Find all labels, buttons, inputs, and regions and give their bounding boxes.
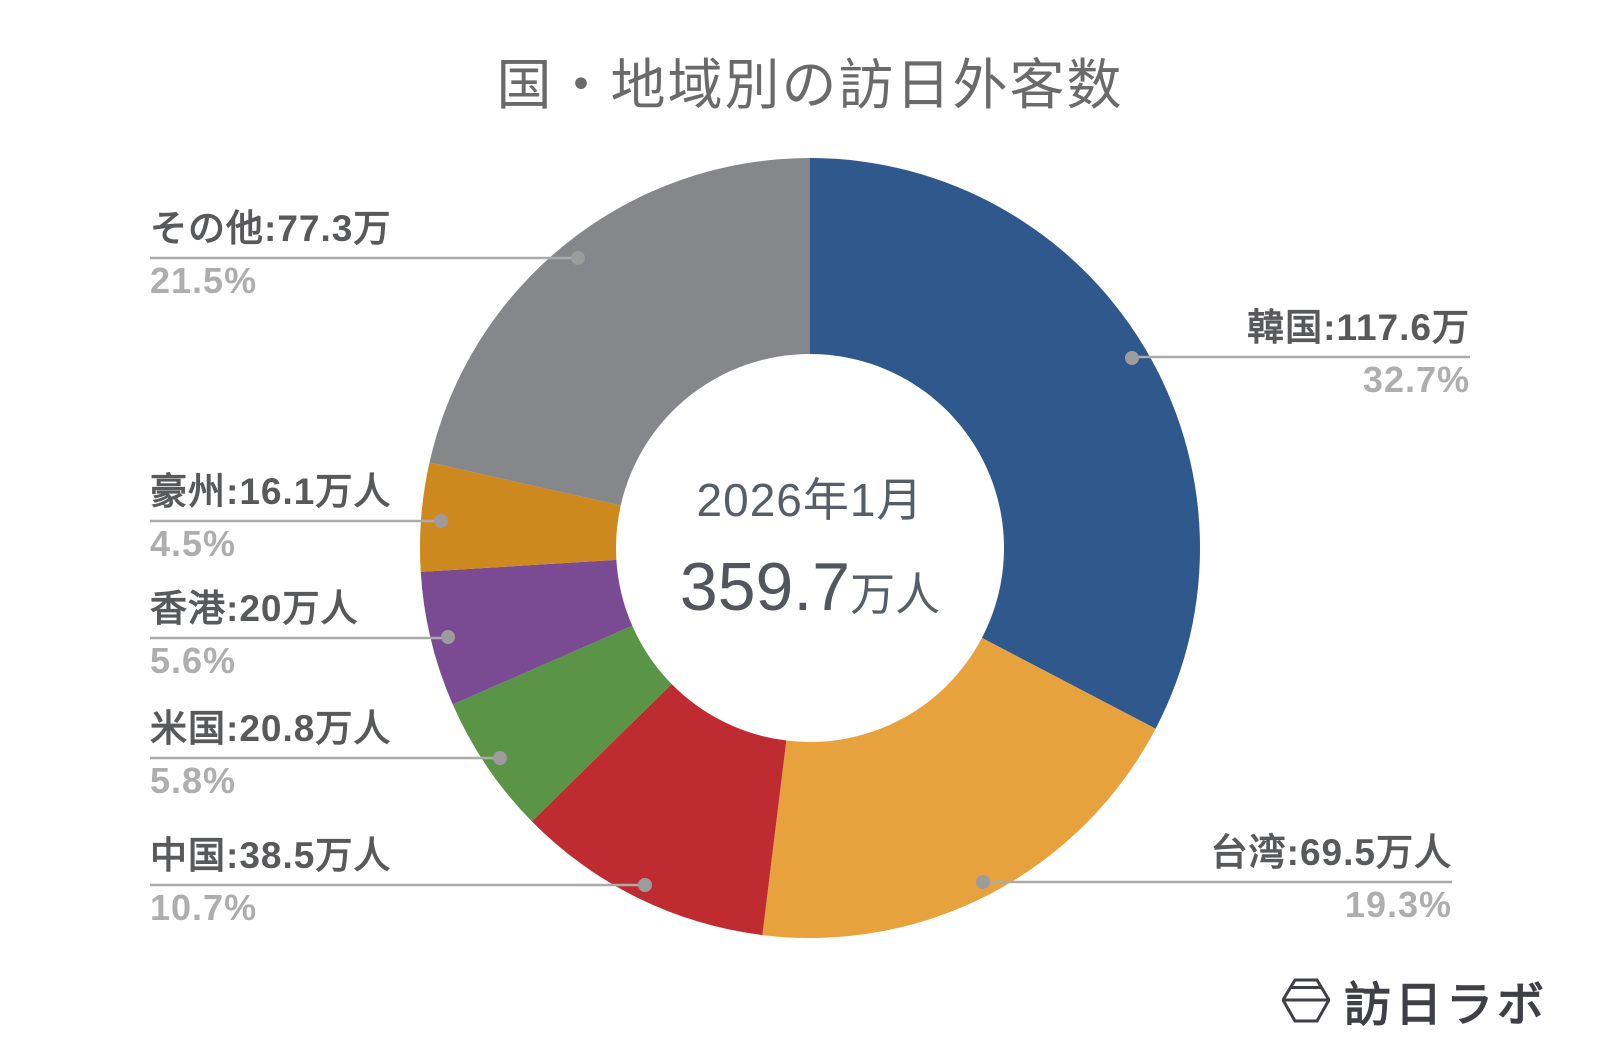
segment-label-text: 豪州:16.1万人 bbox=[150, 471, 392, 512]
donut-segment-米国 bbox=[452, 625, 672, 822]
segment-label-text: その他:77.3万 bbox=[150, 208, 392, 249]
segment-label-中国: 中国:38.5万人 10.7% bbox=[150, 837, 391, 926]
donut-segment-その他 bbox=[429, 158, 810, 506]
leader-dot-その他 bbox=[571, 251, 585, 265]
leader-dot-韓国 bbox=[1125, 351, 1139, 365]
donut-segment-豪州 bbox=[420, 462, 621, 572]
segment-label-percent: 5.6% bbox=[150, 640, 237, 681]
center-total-unit: 万人 bbox=[850, 569, 941, 620]
donut-center-label: 2026年1月 359.7万人 bbox=[680, 464, 940, 626]
segment-label-台湾: 台湾:69.5万人 19.3% bbox=[1211, 834, 1452, 923]
brand-logo-text: 訪日ラボ bbox=[1344, 978, 1548, 1031]
leader-dot-豪州 bbox=[434, 514, 448, 528]
segment-label-豪州: 豪州:16.1万人 4.5% bbox=[150, 473, 391, 562]
segment-label-percent: 32.7% bbox=[1362, 359, 1470, 400]
leader-dot-中国 bbox=[638, 878, 652, 892]
segment-label-香港: 香港:20万人 5.6% bbox=[150, 590, 358, 679]
segment-label-percent: 19.3% bbox=[1344, 884, 1452, 925]
segment-label-text: 台湾:69.5万人 bbox=[1210, 832, 1452, 873]
segment-label-text: 韓国:117.6万 bbox=[1247, 307, 1470, 348]
segment-label-percent: 4.5% bbox=[150, 523, 237, 564]
segment-label-text: 米国:20.8万人 bbox=[150, 708, 392, 749]
segment-label-米国: 米国:20.8万人 5.8% bbox=[150, 710, 391, 799]
donut-segment-台湾 bbox=[762, 637, 1156, 938]
segment-label-text: 香港:20万人 bbox=[150, 588, 359, 629]
segment-label-韓国: 韓国:117.6万 32.7% bbox=[1247, 309, 1470, 398]
segment-label-その他: その他:77.3万 21.5% bbox=[150, 210, 391, 299]
donut-segment-韓国 bbox=[810, 158, 1200, 729]
center-total-value: 359.7 bbox=[679, 549, 851, 625]
leader-dot-台湾 bbox=[976, 875, 990, 889]
segment-label-percent: 10.7% bbox=[150, 887, 258, 928]
center-total: 359.7万人 bbox=[680, 548, 940, 626]
center-period: 2026年1月 bbox=[696, 474, 924, 526]
leader-dot-香港 bbox=[441, 630, 455, 644]
segment-label-text: 中国:38.5万人 bbox=[150, 835, 392, 876]
leader-dot-米国 bbox=[493, 751, 507, 765]
chart-title: 国・地域別の訪日外客数 bbox=[496, 54, 1124, 116]
hexagon-logo-icon bbox=[1282, 978, 1330, 1022]
segment-label-percent: 5.8% bbox=[150, 760, 237, 801]
brand-logo: 訪日ラボ bbox=[1282, 966, 1548, 1035]
donut-segment-香港 bbox=[420, 559, 633, 705]
segment-label-percent: 21.5% bbox=[150, 260, 258, 301]
donut-segment-中国 bbox=[531, 683, 787, 936]
